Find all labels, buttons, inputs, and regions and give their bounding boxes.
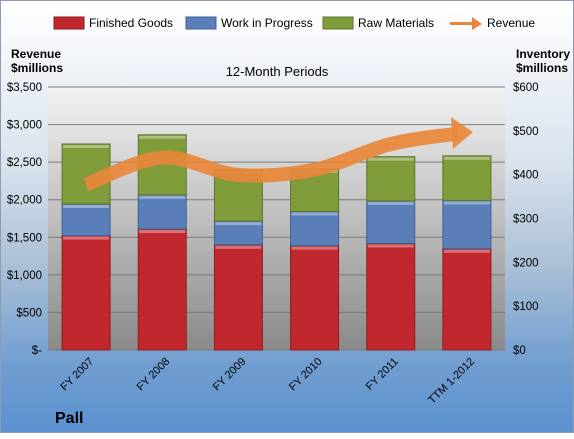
chart-title: 12-Month Periods <box>226 64 329 79</box>
bar-segment <box>137 228 187 351</box>
legend-label: Revenue <box>487 16 535 30</box>
bar-segment <box>290 210 340 247</box>
bar-highlight <box>291 246 338 250</box>
legend-item-revenue: Revenue <box>450 16 535 30</box>
left-tick-label: $2,000 <box>7 195 42 207</box>
bar-segment <box>442 155 492 202</box>
legend-item-raw-materials: Raw Materials <box>322 16 434 30</box>
left-axis-title-line1: Revenue <box>11 47 61 61</box>
bar-highlight <box>443 156 490 160</box>
bar-highlight <box>63 205 110 209</box>
bar-highlight <box>215 245 262 249</box>
bar-highlight <box>139 230 186 234</box>
revenue-line <box>83 127 458 192</box>
left-tick-label: $1,000 <box>7 270 42 282</box>
left-tick-label: $- <box>32 345 42 357</box>
bar-highlight <box>367 157 414 161</box>
left-tick-label: $3,000 <box>7 120 42 132</box>
revenue-arrowhead <box>450 117 473 150</box>
bar-segment <box>442 200 492 250</box>
right-tick-label: $0 <box>513 345 526 357</box>
bars <box>61 134 492 351</box>
left-tick-label: $3,500 <box>7 82 42 94</box>
bar-segment <box>137 194 187 230</box>
bar-highlight <box>139 195 186 199</box>
right-axis-title-line1: Inventory <box>516 47 570 61</box>
legend-label: Work in Progress <box>221 16 313 30</box>
legend-item-work-in-progress: Work in Progress <box>185 16 313 30</box>
bar-segment <box>366 242 416 351</box>
bar-highlight <box>291 212 338 216</box>
x-tick-label: FY 2007 <box>58 356 96 394</box>
bar-highlight <box>63 236 110 240</box>
bar-highlight <box>215 222 262 226</box>
x-tick-label: FY 2011 <box>364 356 401 393</box>
bar-segment <box>213 244 263 351</box>
legend-item-finished-goods: Finished Goods <box>53 16 173 30</box>
bar-highlight <box>443 249 490 253</box>
legend-label: Finished Goods <box>89 16 173 30</box>
plot-area <box>48 87 505 350</box>
bar-segment <box>61 203 111 237</box>
right-tick-label: $100 <box>513 301 539 313</box>
x-tick-label: FY 2009 <box>211 356 249 394</box>
right-axis-title-line2: $millions <box>516 61 568 75</box>
bar-highlight <box>367 244 414 248</box>
arrow-icon <box>450 17 482 30</box>
company-name: Pall <box>55 410 83 427</box>
right-tick-label: $200 <box>513 257 539 269</box>
legend-label: Raw Materials <box>358 16 434 30</box>
bar-segment <box>442 248 492 351</box>
bar-segment <box>290 245 340 351</box>
left-tick-label: $1,500 <box>7 232 42 244</box>
right-tick-label: $300 <box>513 214 539 226</box>
legend: Finished Goods Work in Progress Raw Mate… <box>53 16 535 30</box>
left-axis-title-line2: $millions <box>11 61 63 75</box>
right-tick-label: $500 <box>513 126 539 138</box>
left-axis: $- $500 $1,000 $1,500 $2,000 $2,500 $3,000 $3,5… <box>7 82 42 357</box>
bar-segment <box>366 156 416 202</box>
right-axis: $0 $100 $200 $300 $400 $500 $600 <box>513 82 539 357</box>
right-tick-label: $600 <box>513 82 539 94</box>
bar-highlight <box>139 135 186 139</box>
x-tick-label: FY 2010 <box>287 356 325 394</box>
bar-segment <box>61 235 111 351</box>
left-tick-label: $500 <box>16 307 42 319</box>
bar-highlight <box>443 201 490 205</box>
x-axis-labels: FY 2007 FY 2008 FY 2009 FY 2010 FY 2011 TTM 1… <box>58 356 477 407</box>
right-tick-label: $400 <box>513 170 539 182</box>
bar-highlight <box>367 201 414 205</box>
left-tick-label: $2,500 <box>7 157 42 169</box>
x-tick-label: FY 2008 <box>135 356 173 394</box>
x-tick-label: TTM 1-2012 <box>426 356 477 407</box>
bar-highlight <box>63 144 110 148</box>
bar-segment <box>366 200 416 244</box>
